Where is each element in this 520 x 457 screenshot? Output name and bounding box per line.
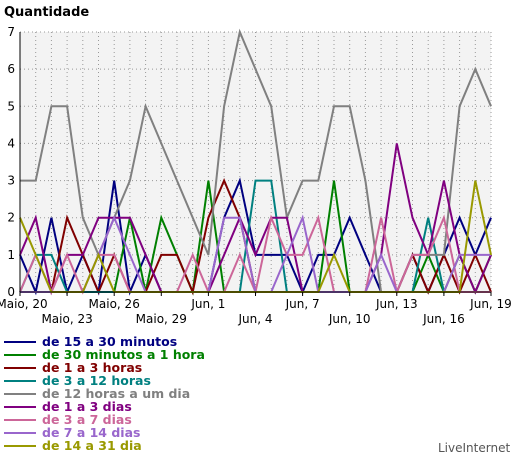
y-tick-label-0: 0 <box>7 285 15 299</box>
x-tick-label-3: Maio, 29 <box>136 312 187 326</box>
y-tick-label-7: 7 <box>7 25 15 39</box>
legend-label-5: de 1 a 3 dias <box>42 399 132 414</box>
y-tick-label-3: 3 <box>7 174 15 188</box>
y-tick-label-2: 2 <box>7 211 15 225</box>
chart-title: Quantidade <box>4 5 89 20</box>
legend-label-8: de 14 a 31 dia <box>42 438 142 453</box>
legend-label-4: de 12 horas a um dia <box>42 386 190 401</box>
y-tick-label-1: 1 <box>7 248 15 262</box>
legend-label-2: de 1 a 3 horas <box>42 360 142 375</box>
x-tick-label-10: Jun, 19 <box>469 297 512 311</box>
x-tick-label-4: Jun, 1 <box>190 297 225 311</box>
x-tick-label-1: Maio, 23 <box>41 312 92 326</box>
legend-label-3: de 3 a 12 horas <box>42 373 151 388</box>
legend-label-1: de 30 minutos a 1 hora <box>42 347 205 362</box>
x-tick-label-6: Jun, 7 <box>285 297 320 311</box>
x-tick-label-8: Jun, 13 <box>375 297 418 311</box>
x-tick-label-2: Maio, 26 <box>89 297 140 311</box>
x-tick-label-5: Jun, 4 <box>237 312 272 326</box>
y-axis-ticks: 0 1 2 3 4 5 6 7 <box>7 25 15 299</box>
legend-label-6: de 3 a 7 dias <box>42 412 132 427</box>
y-tick-label-4: 4 <box>7 136 15 150</box>
legend-label-7: de 7 a 14 dias <box>42 425 140 440</box>
x-tick-label-7: Jun, 10 <box>328 312 371 326</box>
series-line-5 <box>19 143 492 296</box>
x-tick-label-0: Maio, 20 <box>0 297 48 311</box>
y-tick-label-6: 6 <box>7 62 15 76</box>
x-tick-label-9: Jun, 16 <box>422 312 465 326</box>
brand-label: LiveInternet <box>438 441 510 455</box>
y-tick-label-5: 5 <box>7 99 15 113</box>
legend-label-0: de 15 a 30 minutos <box>42 334 177 349</box>
